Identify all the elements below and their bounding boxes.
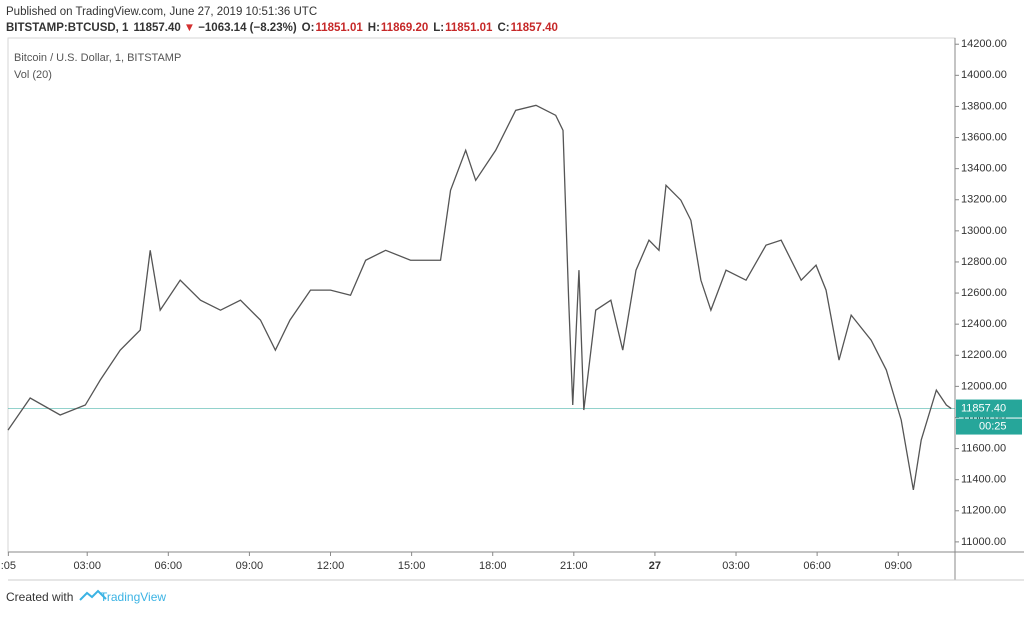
ohlc-key: L: bbox=[433, 22, 444, 34]
x-tick-label: 18:00 bbox=[479, 560, 507, 572]
y-tick-label: 13400.00 bbox=[961, 163, 1007, 175]
y-tick-label: 13000.00 bbox=[961, 225, 1007, 237]
x-tick-label: 03:00 bbox=[722, 560, 750, 572]
x-tick-label: 03:00 bbox=[73, 560, 101, 572]
ohlc-value: 11869.20 bbox=[381, 22, 428, 34]
y-tick-label: 11000.00 bbox=[961, 536, 1006, 548]
ohlc-value: 11851.01 bbox=[445, 22, 493, 34]
ohlc-key: H: bbox=[368, 22, 380, 34]
y-tick-label: 13200.00 bbox=[961, 194, 1007, 206]
indicator-legend: Vol (20) bbox=[14, 69, 52, 81]
last-price-tag bbox=[956, 399, 1022, 418]
y-tick-label: 12200.00 bbox=[961, 349, 1007, 361]
y-tick-label: 12800.00 bbox=[961, 256, 1007, 268]
brand-text[interactable]: TradingView bbox=[100, 590, 166, 604]
last-price-label: 11857.40 bbox=[961, 402, 1006, 414]
x-tick-label: :05 bbox=[1, 560, 16, 572]
footer-text: Created with bbox=[6, 590, 73, 604]
ohlc-key: C: bbox=[497, 22, 509, 34]
y-tick-label: 14000.00 bbox=[961, 69, 1007, 81]
y-tick-label: 14200.00 bbox=[961, 38, 1007, 50]
x-tick-label: 15:00 bbox=[398, 560, 426, 572]
y-tick-label: 13600.00 bbox=[961, 131, 1007, 143]
y-tick-label: 11200.00 bbox=[961, 505, 1006, 517]
change-arrow: ▼ bbox=[184, 22, 195, 34]
change: −1063.14 (−8.23%) bbox=[198, 22, 297, 34]
y-tick-label: 12000.00 bbox=[961, 380, 1007, 392]
plot-frame bbox=[7, 37, 956, 553]
price-line bbox=[7, 104, 952, 491]
countdown-tag bbox=[956, 418, 1022, 435]
y-tick-label: 11400.00 bbox=[961, 474, 1006, 486]
x-tick-label: 06:00 bbox=[155, 560, 183, 572]
y-tick-label: 13800.00 bbox=[961, 100, 1007, 112]
symbol: BITSTAMP:BTCUSD, 1 bbox=[6, 22, 129, 34]
x-tick-label: 09:00 bbox=[236, 560, 264, 572]
y-tick-label: 12400.00 bbox=[961, 318, 1007, 330]
x-tick-label: 09:00 bbox=[884, 560, 912, 572]
y-tick-label: 11600.00 bbox=[961, 442, 1006, 454]
published-title: Published on TradingView.com, June 27, 2… bbox=[6, 6, 317, 18]
x-tick-label: 27 bbox=[649, 560, 661, 572]
ohlc-key: O: bbox=[302, 22, 315, 34]
x-tick-label: 21:00 bbox=[560, 560, 588, 572]
ohlc-value: 11851.01 bbox=[315, 22, 363, 34]
x-tick-label: 06:00 bbox=[803, 560, 831, 572]
ohlc-value: 11857.40 bbox=[511, 22, 558, 34]
y-tick-label: 12600.00 bbox=[961, 287, 1007, 299]
x-tick-label: 12:00 bbox=[317, 560, 345, 572]
countdown: 00:25 bbox=[979, 420, 1007, 432]
last-price: 11857.40 bbox=[133, 22, 180, 34]
series-legend: Bitcoin / U.S. Dollar, 1, BITSTAMP bbox=[14, 52, 181, 64]
brand-logo bbox=[79, 589, 107, 601]
